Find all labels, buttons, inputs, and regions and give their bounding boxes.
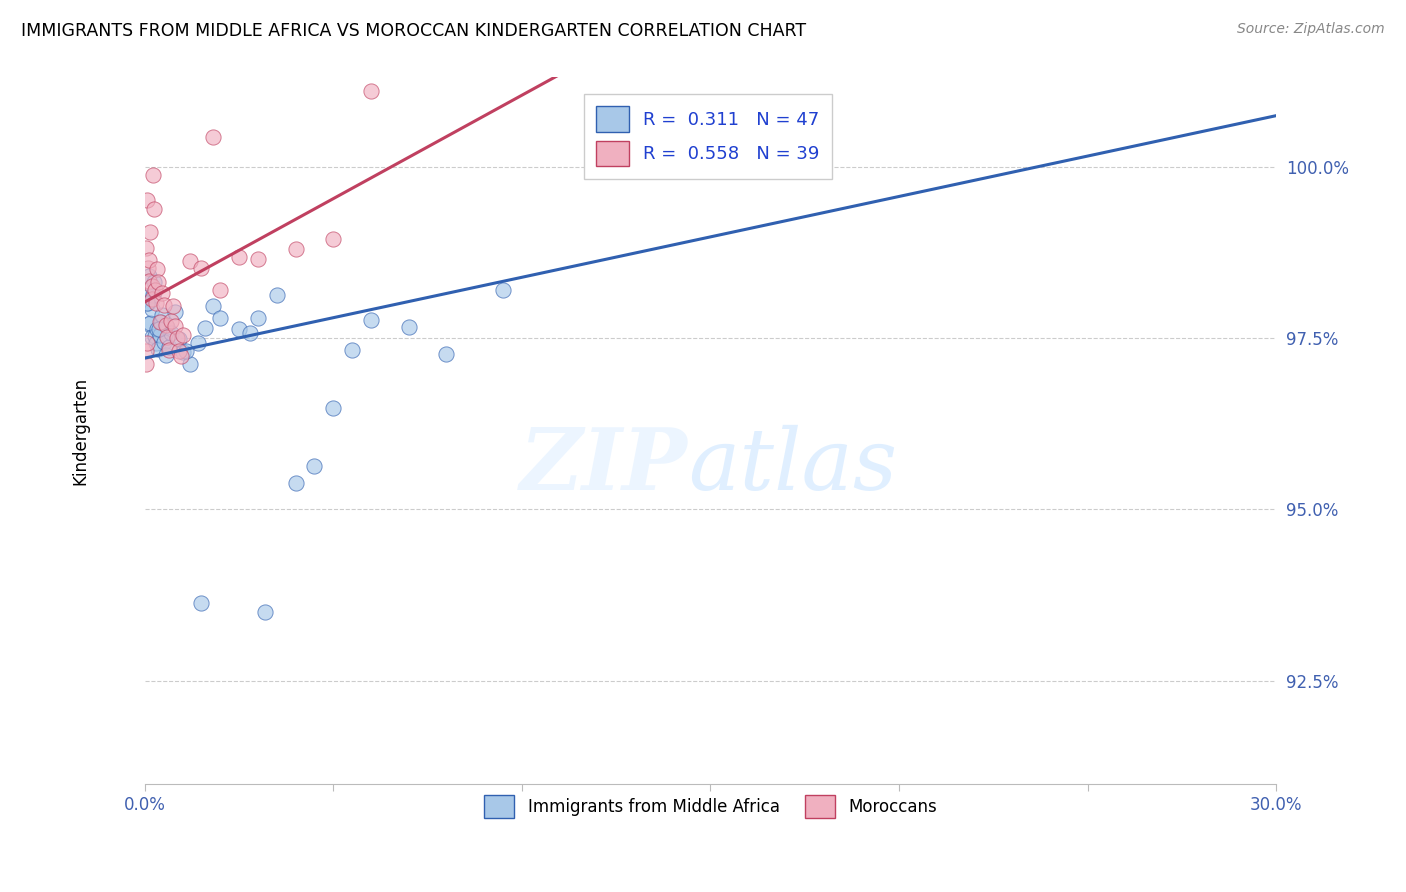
Point (156, 320, 179, 334)
Point (136, 336, 159, 351)
Point (157, 341, 180, 355)
Point (167, 332, 190, 346)
Point (156, 330, 179, 344)
Point (187, 335, 209, 350)
Point (246, 311, 269, 326)
Point (322, 231, 344, 245)
Point (157, 343, 180, 357)
Point (172, 327, 194, 342)
Point (163, 305, 186, 319)
Point (146, 343, 169, 357)
Point (143, 283, 166, 297)
Point (141, 330, 163, 344)
Point (152, 298, 174, 312)
Point (169, 350, 191, 364)
Text: ZIP: ZIP (520, 425, 688, 508)
Point (141, 292, 163, 306)
Text: atlas: atlas (688, 425, 897, 508)
Point (135, 241, 157, 255)
Point (190, 260, 212, 275)
Point (190, 595, 212, 609)
Point (239, 326, 262, 341)
Point (149, 314, 172, 328)
Point (152, 334, 174, 349)
Point (179, 254, 201, 268)
Point (266, 287, 288, 301)
Point (138, 274, 160, 288)
Point (1152, 4, 1174, 19)
Point (142, 288, 165, 302)
Point (143, 202, 166, 216)
Point (150, 308, 173, 322)
Legend: Immigrants from Middle Africa, Moroccans: Immigrants from Middle Africa, Moroccans (478, 788, 943, 825)
Point (322, 401, 344, 416)
Point (141, 278, 163, 293)
Point (146, 322, 169, 336)
Point (228, 251, 250, 265)
Point (145, 296, 167, 310)
Point (141, 302, 163, 317)
Point (136, 296, 159, 310)
Point (155, 318, 177, 332)
Point (145, 335, 167, 350)
Point (135, 193, 157, 207)
Point (194, 320, 217, 334)
Point (492, 283, 515, 297)
Point (179, 358, 201, 372)
Point (149, 314, 172, 328)
Point (166, 331, 188, 345)
Point (142, 168, 165, 182)
Point (138, 268, 160, 283)
Point (139, 225, 162, 239)
Point (201, 299, 224, 313)
Point (254, 605, 277, 619)
Point (174, 344, 197, 359)
Point (304, 459, 326, 474)
Y-axis label: Kindergarten: Kindergarten (72, 376, 89, 484)
Point (284, 242, 307, 256)
Point (284, 476, 307, 491)
Point (398, 319, 420, 334)
Point (360, 84, 382, 98)
Point (340, 343, 363, 358)
Point (136, 260, 159, 275)
Text: IMMIGRANTS FROM MIDDLE AFRICA VS MOROCCAN KINDERGARTEN CORRELATION CHART: IMMIGRANTS FROM MIDDLE AFRICA VS MOROCCA… (21, 22, 806, 40)
Point (228, 321, 250, 335)
Point (246, 252, 269, 267)
Point (138, 252, 160, 267)
Text: Source: ZipAtlas.com: Source: ZipAtlas.com (1237, 22, 1385, 37)
Point (135, 289, 157, 303)
Point (209, 283, 232, 297)
Point (135, 344, 157, 359)
Point (150, 285, 173, 300)
Point (148, 321, 170, 335)
Point (146, 275, 169, 289)
Point (172, 345, 194, 359)
Point (160, 314, 183, 328)
Point (149, 328, 172, 343)
Point (163, 318, 186, 333)
Point (136, 296, 159, 310)
Point (209, 311, 232, 326)
Point (143, 275, 166, 289)
Point (436, 347, 458, 361)
Point (162, 299, 184, 313)
Point (135, 358, 157, 372)
Point (360, 312, 382, 326)
Point (167, 343, 190, 358)
Point (201, 130, 224, 145)
Point (160, 326, 183, 341)
Point (139, 316, 162, 330)
Point (146, 261, 169, 276)
Point (138, 317, 160, 331)
Point (143, 329, 166, 343)
Point (155, 348, 177, 362)
